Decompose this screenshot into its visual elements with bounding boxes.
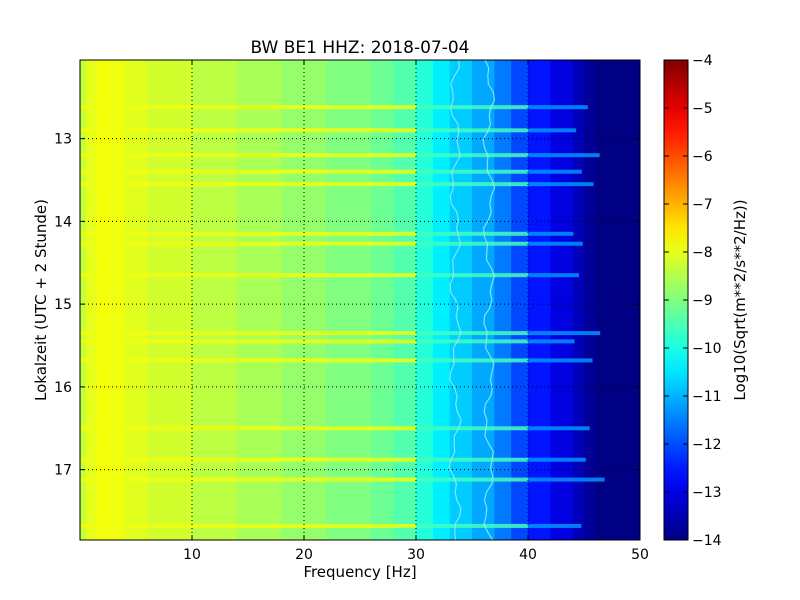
- noise-rows: [80, 105, 605, 528]
- noise-row: [528, 273, 579, 278]
- noise-row: [528, 426, 590, 431]
- x-tick-label: 10: [183, 547, 201, 563]
- noise-row: [416, 477, 528, 482]
- spectrum-band: [449, 60, 473, 540]
- spectrum-band: [416, 60, 434, 540]
- spectrum-band: [494, 60, 512, 540]
- noise-row: [80, 523, 416, 528]
- noise-row: [416, 153, 528, 158]
- colorbar-tick-label: −12: [692, 437, 722, 453]
- noise-row: [528, 331, 601, 336]
- spectrum-band: [432, 60, 451, 540]
- noise-row: [416, 128, 528, 133]
- noise-row: [80, 241, 416, 246]
- noise-row: [80, 426, 416, 431]
- spectral-line: [448, 60, 462, 540]
- noise-row: [528, 523, 582, 528]
- grid: [80, 60, 640, 540]
- noise-row: [80, 169, 416, 174]
- spectrum-band: [595, 60, 640, 540]
- noise-row: [416, 331, 528, 336]
- colorbar-tick-label: −14: [692, 533, 722, 549]
- x-axis-ticks: 10 20 30 40 50: [183, 60, 649, 563]
- noise-row: [528, 339, 575, 344]
- spectral-line: [482, 60, 496, 540]
- noise-row: [80, 182, 416, 187]
- colorbar-tick-label: −11: [692, 389, 722, 405]
- colorbar-tick-label: −13: [692, 485, 722, 501]
- colorbar-tick-label: −8: [692, 245, 713, 261]
- noise-row: [528, 457, 586, 462]
- colorbar-tick-label: −9: [692, 293, 713, 309]
- spectrum-band: [511, 60, 529, 540]
- noise-row: [416, 273, 528, 278]
- spectrum-band: [572, 60, 585, 540]
- chart-title: BW BE1 HHZ: 2018-07-04: [250, 38, 469, 58]
- noise-row: [416, 457, 528, 462]
- noise-row: [80, 331, 416, 336]
- colorbar-tick-label: −5: [692, 101, 713, 117]
- x-tick-label: 40: [519, 547, 537, 563]
- noise-row: [528, 477, 605, 482]
- x-axis-label: Frequency [Hz]: [303, 563, 416, 581]
- plot-area: [80, 60, 640, 540]
- spectrum-band: [80, 60, 87, 540]
- colorbar-ticks: −4 −5 −6 −7 −8 −9 −10 −11 −12 −13 −14: [664, 53, 722, 549]
- x-tick-label: 50: [631, 547, 649, 563]
- noise-row: [80, 128, 416, 133]
- y-tick-label: 15: [54, 297, 72, 313]
- noise-row: [80, 153, 416, 158]
- noise-row: [416, 169, 528, 174]
- spectrum-band: [85, 60, 98, 540]
- y-tick-label: 16: [54, 380, 72, 396]
- colorbar-tick-label: −10: [692, 341, 722, 357]
- noise-row: [528, 358, 593, 363]
- noise-row: [416, 426, 528, 431]
- y-axis-label: Lokalzeit (UTC + 2 Stunde): [32, 199, 50, 401]
- colorbar-label: Log10(Sqrt(m**2/s**2/Hz)): [731, 199, 749, 400]
- noise-row: [528, 241, 583, 246]
- noise-row: [80, 273, 416, 278]
- noise-row: [416, 241, 528, 246]
- y-tick-label: 17: [54, 463, 72, 479]
- x-tick-label: 30: [407, 547, 425, 563]
- spectrum-band: [550, 60, 574, 540]
- noise-row: [416, 339, 528, 344]
- colorbar-tick-label: −4: [692, 53, 713, 69]
- noise-row: [80, 477, 416, 482]
- spectral-lines: [448, 60, 496, 540]
- y-tick-label: 13: [54, 132, 72, 148]
- spectrum-band: [108, 60, 126, 540]
- spectrum-band: [124, 60, 148, 540]
- noise-row: [528, 153, 600, 158]
- noise-row: [416, 231, 528, 236]
- noise-row: [528, 169, 582, 174]
- noise-row: [528, 182, 594, 187]
- y-tick-label: 14: [54, 214, 72, 230]
- noise-row: [80, 339, 416, 344]
- noise-row: [80, 358, 416, 363]
- noise-row: [416, 182, 528, 187]
- noise-row: [416, 105, 528, 110]
- noise-row: [80, 457, 416, 462]
- spectrum-band: [472, 60, 495, 540]
- spectrum-band: [371, 60, 395, 540]
- noise-row: [416, 358, 528, 363]
- spectrum-band: [528, 60, 551, 540]
- noise-row: [80, 105, 416, 110]
- spectrum-band: [584, 60, 596, 540]
- noise-row: [528, 128, 577, 133]
- noise-row: [528, 105, 588, 110]
- plot-frame: [79, 59, 641, 541]
- noise-row: [416, 523, 528, 528]
- colorbar-tick-label: −7: [692, 197, 713, 213]
- noise-row: [80, 231, 416, 236]
- y-axis-ticks: 13 14 15 16 17: [54, 132, 640, 479]
- spectrum-band: [96, 60, 109, 540]
- colorbar-tick-label: −6: [692, 149, 713, 165]
- spectrum-band: [393, 60, 417, 540]
- noise-row: [528, 231, 574, 236]
- x-tick-label: 20: [295, 547, 313, 563]
